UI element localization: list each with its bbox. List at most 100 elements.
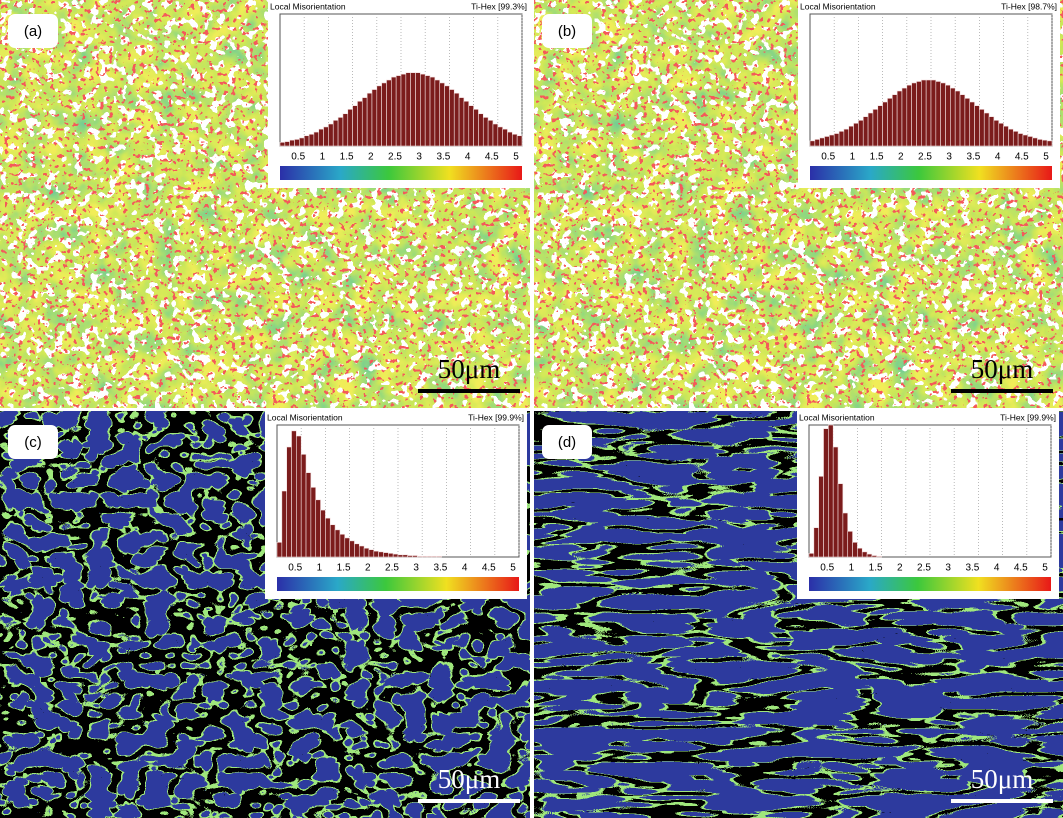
histogram-inset: Local Misorientation Ti-Hex [99.9%] 0.5 1 1.… bbox=[797, 411, 1059, 599]
bar bbox=[507, 131, 513, 147]
x-tick-label: 0.5 bbox=[820, 563, 834, 574]
bar bbox=[1003, 125, 1009, 147]
bar bbox=[468, 105, 474, 147]
panel: (d) 50μm Local Misorientation Ti-Hex [99.9%… bbox=[534, 411, 1063, 818]
bar bbox=[872, 109, 879, 147]
bar bbox=[877, 105, 883, 147]
x-tick-label: 3.5 bbox=[966, 152, 980, 163]
bar bbox=[410, 72, 416, 147]
panel-label: (d) bbox=[558, 434, 576, 451]
bar bbox=[906, 84, 912, 147]
bar bbox=[858, 120, 864, 147]
x-tick-label: 3.5 bbox=[436, 152, 450, 163]
bar bbox=[444, 85, 450, 147]
x-tick-label: 4.5 bbox=[1015, 152, 1029, 163]
bar bbox=[829, 134, 835, 147]
bar bbox=[998, 122, 1004, 147]
bar bbox=[334, 529, 341, 558]
bar bbox=[276, 542, 283, 558]
bar bbox=[363, 547, 370, 558]
bar bbox=[366, 92, 373, 147]
bar bbox=[357, 100, 363, 147]
bar bbox=[945, 84, 951, 147]
x-tick-label: 2 bbox=[368, 152, 374, 163]
x-tick-label: 0.5 bbox=[291, 152, 305, 163]
bar bbox=[896, 90, 903, 147]
x-tick-label: 3 bbox=[946, 152, 952, 163]
bar bbox=[887, 98, 893, 147]
histogram-inset: Local Misorientation Ti-Hex [99.9%] 0.5 1 1.… bbox=[265, 411, 527, 599]
bar bbox=[1027, 136, 1033, 147]
bar bbox=[325, 517, 331, 558]
x-tick-label: 2 bbox=[898, 152, 904, 163]
panel-label-box bbox=[8, 425, 58, 459]
x-tick-label: 5 bbox=[510, 563, 516, 574]
bar bbox=[323, 126, 329, 147]
x-tick-label: 4 bbox=[465, 152, 471, 163]
histogram-inset: Local Misorientation Ti-Hex [98.7%] 0.5 1 1.… bbox=[798, 0, 1060, 188]
bar bbox=[354, 543, 360, 558]
bar bbox=[358, 545, 365, 558]
x-tick-label: 3 bbox=[416, 152, 422, 163]
panel-label: (b) bbox=[558, 23, 576, 40]
bar bbox=[397, 554, 404, 558]
x-tick-label: 5 bbox=[1042, 563, 1048, 574]
bar bbox=[847, 531, 853, 558]
bar bbox=[417, 555, 423, 558]
bar bbox=[988, 116, 995, 147]
bar bbox=[337, 117, 344, 147]
x-tick-label: 5 bbox=[513, 152, 519, 163]
bar bbox=[964, 98, 971, 147]
bar bbox=[313, 131, 320, 147]
bar bbox=[828, 424, 834, 558]
bar bbox=[395, 75, 402, 147]
bar bbox=[891, 94, 898, 147]
x-tick-label: 2.5 bbox=[918, 152, 932, 163]
bar bbox=[431, 555, 438, 558]
bar bbox=[421, 555, 428, 558]
bar bbox=[1012, 131, 1019, 147]
bar bbox=[405, 72, 411, 147]
x-tick-label: 2.5 bbox=[917, 563, 931, 574]
bar bbox=[824, 136, 830, 147]
bar bbox=[487, 120, 494, 147]
bar bbox=[424, 75, 431, 147]
bar bbox=[286, 446, 292, 558]
bar bbox=[429, 76, 436, 147]
bar bbox=[381, 82, 387, 147]
bar bbox=[935, 81, 941, 147]
bar bbox=[1017, 133, 1024, 147]
x-tick-label: 3.5 bbox=[965, 563, 979, 574]
x-tick-label: 4.5 bbox=[485, 152, 499, 163]
bar bbox=[299, 137, 305, 147]
bar bbox=[439, 82, 445, 147]
x-tick-label: 1 bbox=[320, 152, 326, 163]
scale-bar-label: 50μm bbox=[971, 764, 1033, 794]
bar bbox=[502, 128, 508, 147]
bar bbox=[861, 551, 868, 558]
bar bbox=[376, 85, 382, 147]
panel-label: (a) bbox=[24, 23, 42, 40]
bar bbox=[349, 540, 355, 558]
bar bbox=[378, 551, 384, 558]
bar bbox=[823, 428, 829, 558]
bar bbox=[925, 79, 932, 147]
x-tick-label: 3 bbox=[945, 563, 951, 574]
color-bar bbox=[277, 577, 519, 591]
panel-label-box bbox=[542, 14, 592, 48]
scale-bar-label: 50μm bbox=[438, 764, 500, 794]
x-tick-label: 5 bbox=[1043, 152, 1049, 163]
x-tick-label: 1 bbox=[850, 152, 856, 163]
bar bbox=[911, 82, 917, 147]
bar bbox=[969, 101, 975, 147]
bar bbox=[383, 552, 389, 558]
x-tick-label: 3 bbox=[413, 563, 419, 574]
bar bbox=[310, 487, 317, 558]
bar bbox=[412, 555, 418, 558]
bar bbox=[930, 79, 937, 147]
x-tick-label: 2 bbox=[897, 563, 903, 574]
bar bbox=[449, 89, 455, 147]
bar bbox=[808, 553, 815, 558]
bar bbox=[482, 117, 489, 147]
